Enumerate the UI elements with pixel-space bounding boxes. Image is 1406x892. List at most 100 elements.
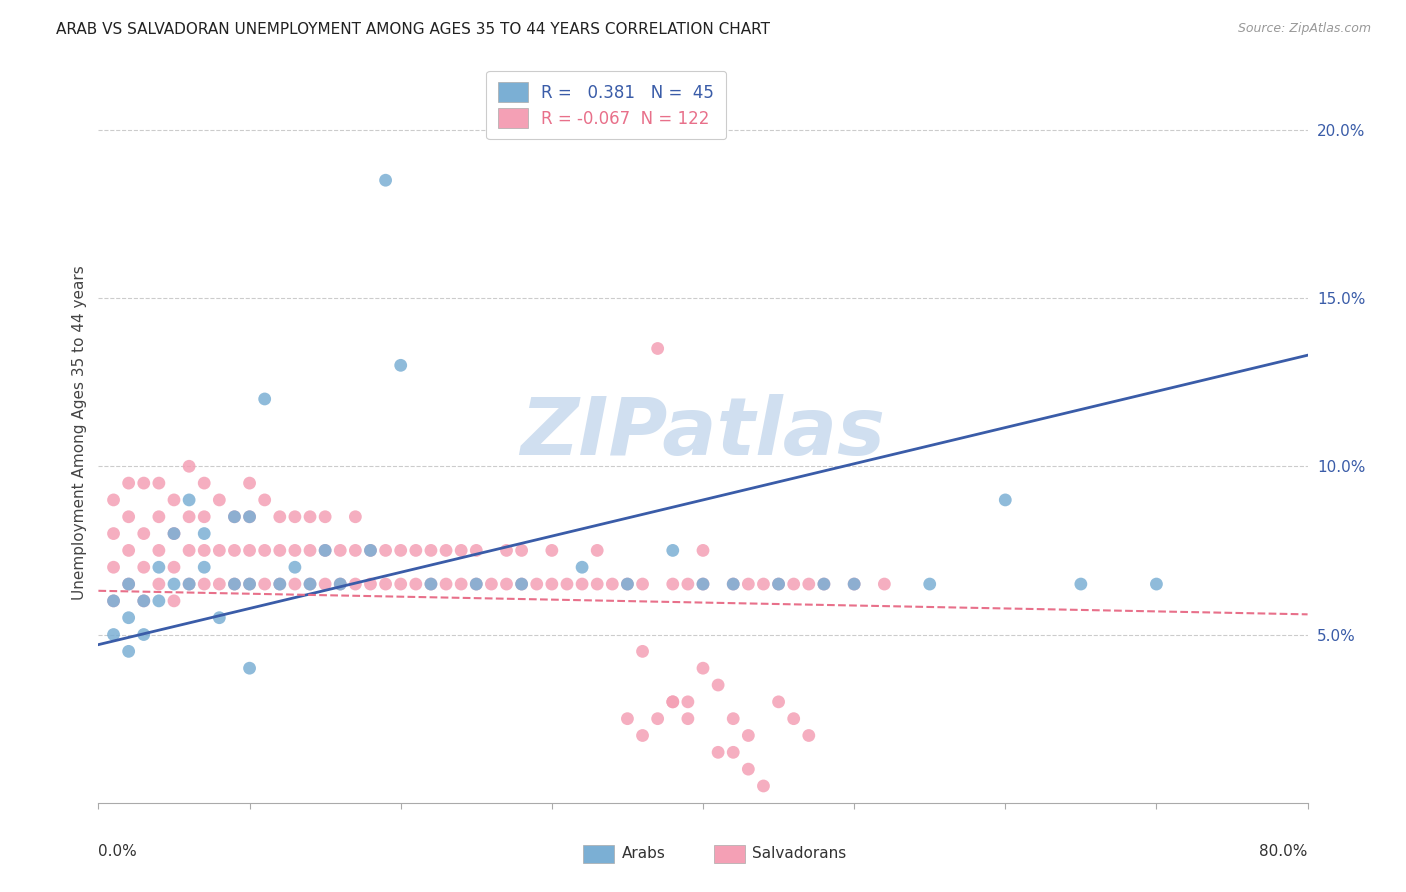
Point	[132, 476, 155, 491]
Point	[299, 543, 322, 558]
Point	[118, 577, 141, 591]
Point	[163, 526, 186, 541]
Point	[510, 543, 533, 558]
Y-axis label: Unemployment Among Ages 35 to 44 years: Unemployment Among Ages 35 to 44 years	[72, 265, 87, 600]
Point	[148, 560, 170, 574]
Point	[616, 712, 638, 726]
Point	[844, 577, 866, 591]
Point	[540, 543, 562, 558]
Point	[389, 359, 412, 373]
Point	[208, 610, 231, 624]
Point	[692, 577, 714, 591]
Point	[224, 577, 246, 591]
Point	[329, 577, 352, 591]
Point	[661, 543, 683, 558]
Point	[510, 577, 533, 591]
Point	[360, 577, 382, 591]
Point	[224, 509, 246, 524]
Point	[813, 577, 835, 591]
Point	[676, 712, 699, 726]
Point	[661, 695, 683, 709]
Point	[797, 729, 820, 743]
Point	[284, 543, 307, 558]
Point	[813, 577, 835, 591]
Point	[239, 661, 262, 675]
Point	[148, 577, 170, 591]
Point	[994, 492, 1017, 507]
Point	[360, 543, 382, 558]
Point	[723, 577, 745, 591]
Point	[193, 560, 215, 574]
Point	[148, 594, 170, 608]
Point	[163, 594, 186, 608]
Point	[344, 577, 367, 591]
Point	[299, 577, 322, 591]
Point	[692, 543, 714, 558]
Point	[495, 577, 517, 591]
Text: 0.0%: 0.0%	[98, 844, 138, 858]
Point	[253, 543, 276, 558]
Point	[314, 543, 336, 558]
Point	[692, 577, 714, 591]
Point	[450, 577, 472, 591]
Point	[118, 476, 141, 491]
Point	[723, 745, 745, 759]
Point	[148, 476, 170, 491]
Point	[163, 560, 186, 574]
Point	[179, 459, 201, 474]
Point	[631, 577, 654, 591]
Point	[1144, 577, 1167, 591]
Point	[344, 543, 367, 558]
Point	[737, 729, 759, 743]
Point	[179, 509, 201, 524]
Point	[1070, 577, 1092, 591]
Point	[132, 560, 155, 574]
Point	[465, 543, 488, 558]
Point	[374, 543, 396, 558]
Point	[783, 712, 806, 726]
Point	[918, 577, 941, 591]
Point	[193, 577, 215, 591]
Point	[737, 762, 759, 776]
Point	[299, 577, 322, 591]
Point	[103, 594, 125, 608]
Point	[148, 509, 170, 524]
Point	[329, 543, 352, 558]
Point	[481, 577, 503, 591]
Point	[783, 577, 806, 591]
Point	[737, 577, 759, 591]
Point	[193, 526, 215, 541]
Point	[752, 779, 775, 793]
Point	[269, 509, 291, 524]
Point	[797, 577, 820, 591]
Point	[420, 543, 443, 558]
Point	[269, 543, 291, 558]
Point	[723, 712, 745, 726]
Point	[148, 543, 170, 558]
Point	[707, 745, 730, 759]
Point	[571, 577, 593, 591]
Point	[526, 577, 548, 591]
Point	[239, 577, 262, 591]
Point	[239, 476, 262, 491]
Point	[193, 476, 215, 491]
Point	[132, 627, 155, 641]
Point	[163, 526, 186, 541]
Point	[132, 526, 155, 541]
Point	[193, 543, 215, 558]
Point	[555, 577, 578, 591]
Point	[239, 509, 262, 524]
Point	[132, 594, 155, 608]
Legend: R =   0.381   N =  45, R = -0.067  N = 122: R = 0.381 N = 45, R = -0.067 N = 122	[486, 70, 725, 139]
Point	[676, 577, 699, 591]
Point	[844, 577, 866, 591]
Point	[405, 543, 427, 558]
Point	[314, 509, 336, 524]
Point	[420, 577, 443, 591]
Point	[103, 594, 125, 608]
Point	[723, 577, 745, 591]
Point	[616, 577, 638, 591]
Point	[208, 577, 231, 591]
Point	[118, 610, 141, 624]
Point	[768, 577, 790, 591]
